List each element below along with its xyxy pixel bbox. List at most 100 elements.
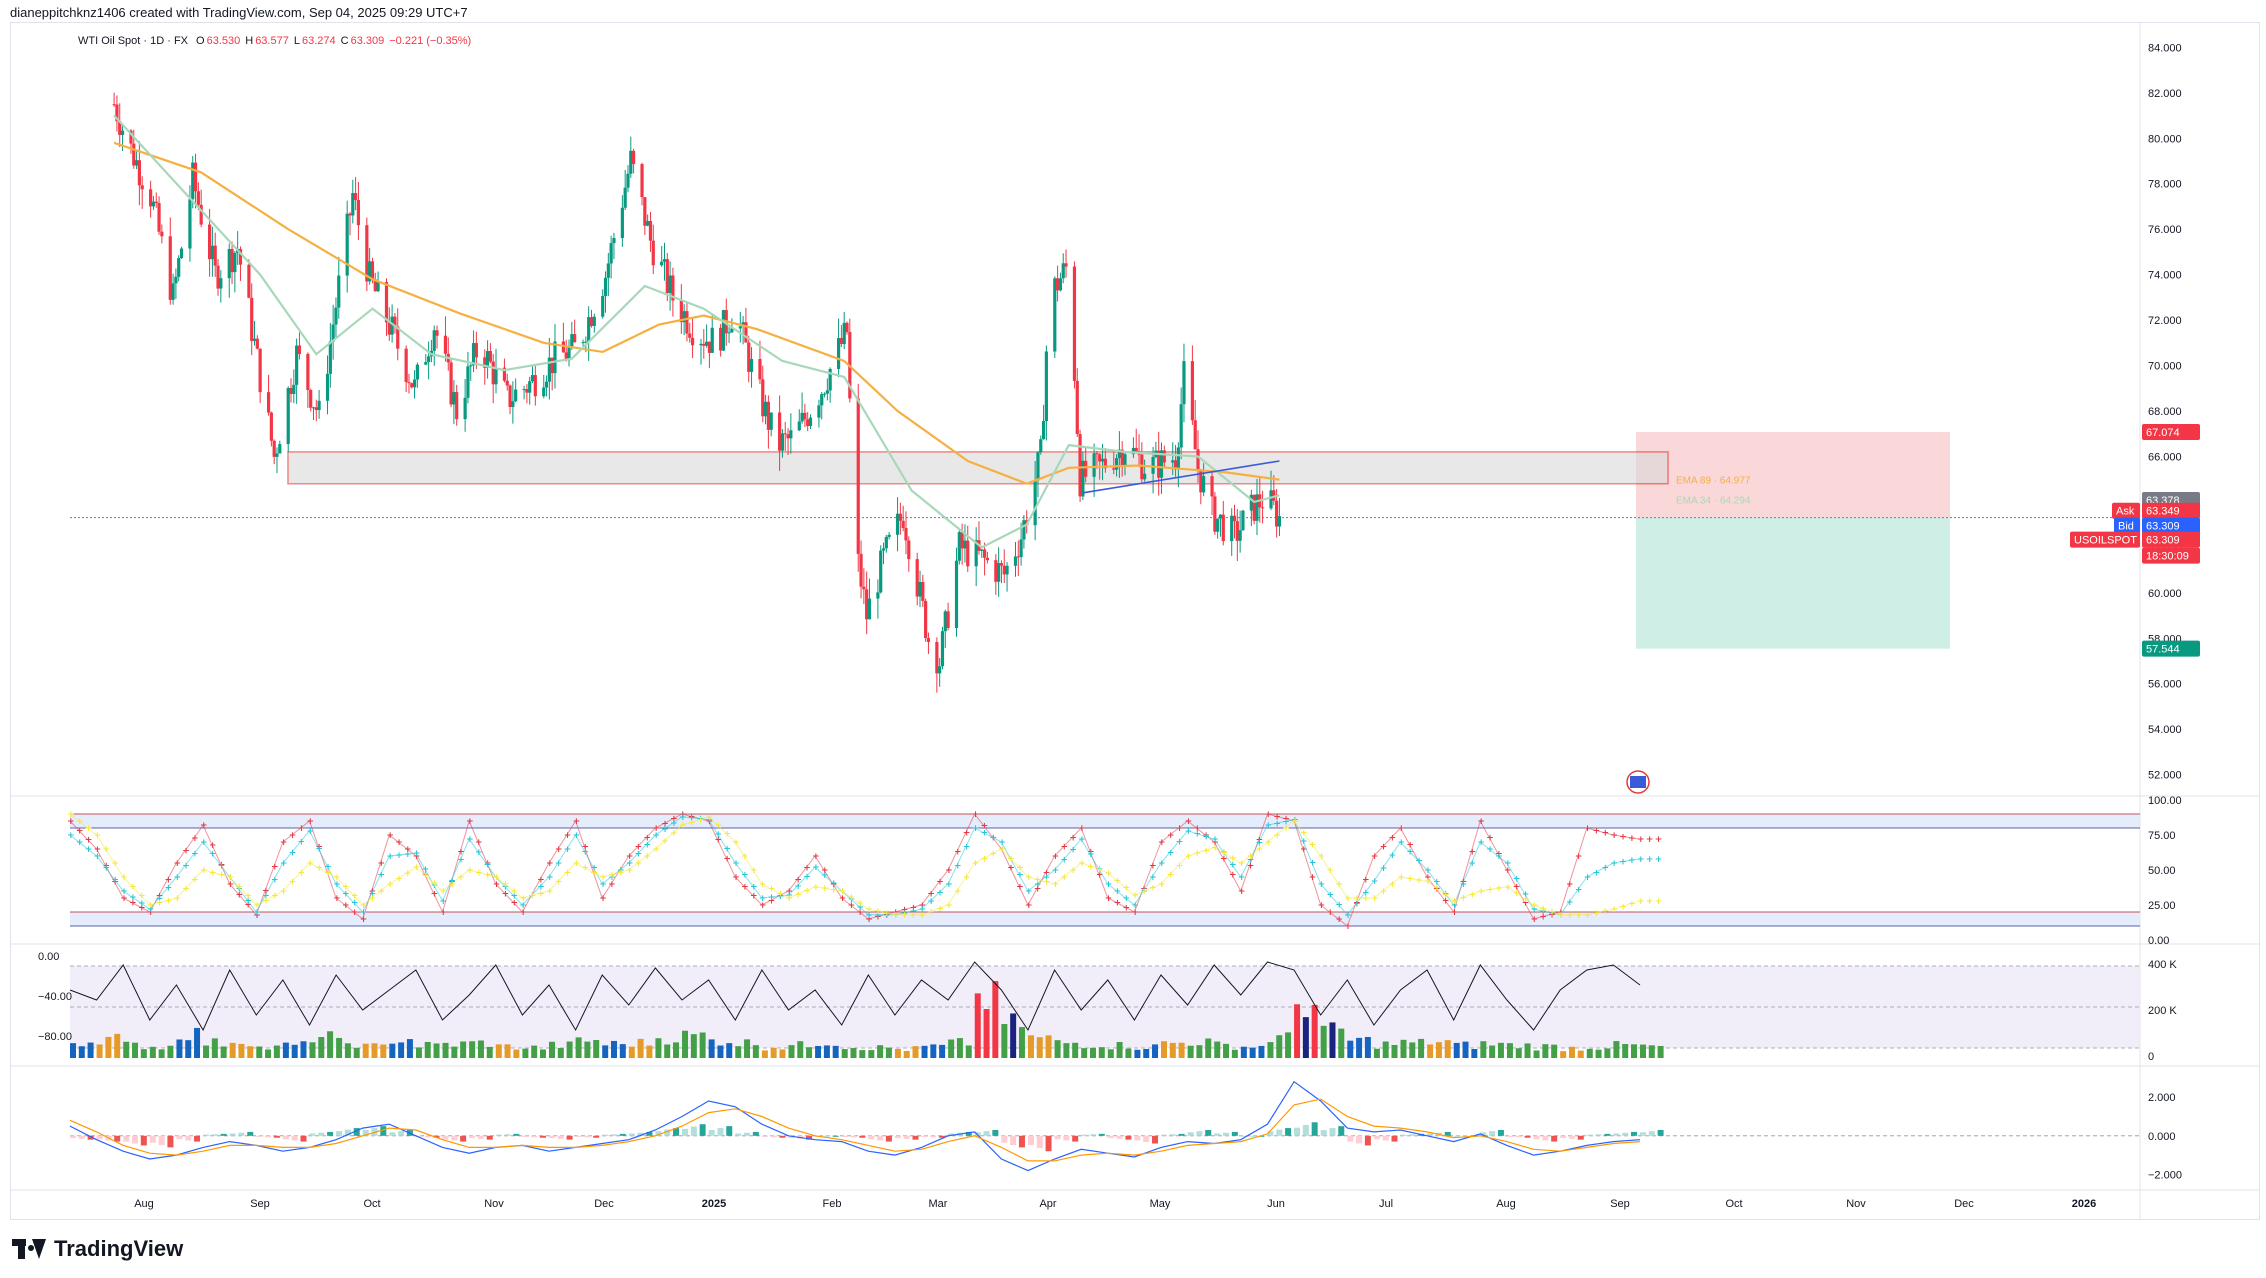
chart-canvas[interactable]: 84.000 82.000 80.000 78.000 76.000 74.000 72.0… xyxy=(0,0,2266,1230)
volume-left-tick: −40.00 xyxy=(38,991,72,1003)
oscillator-marker: + xyxy=(466,866,474,876)
candle-body xyxy=(581,342,585,344)
current-price-badge-text: 63.309 xyxy=(2146,535,2180,547)
macd-histogram-bar xyxy=(273,1135,280,1138)
macd-histogram-bar xyxy=(353,1128,360,1136)
oscillator-marker: + xyxy=(1052,852,1060,862)
oscillator-marker: + xyxy=(919,905,927,915)
macd-histogram-bar xyxy=(265,1135,272,1138)
candle-body xyxy=(589,317,594,326)
oscillator-marker: + xyxy=(182,861,190,871)
oscillator-marker: + xyxy=(1060,843,1068,853)
macd-histogram-bar xyxy=(220,1133,227,1136)
volume-bar xyxy=(398,1042,405,1058)
oscillator-marker: + xyxy=(573,817,581,827)
candle-body xyxy=(140,185,144,190)
oscillator-marker: + xyxy=(590,864,598,874)
ohlc-change: −0.221 (−0.35%) xyxy=(389,35,471,47)
macd-histogram-bar xyxy=(548,1135,555,1139)
oscillator-marker: + xyxy=(1007,854,1015,864)
candle-body xyxy=(974,540,978,567)
price-tick-label: 54.000 xyxy=(2148,724,2182,736)
macd-histogram-bar xyxy=(1586,1134,1593,1136)
macd-histogram-bar xyxy=(1311,1122,1318,1136)
volume-bar xyxy=(1329,1022,1336,1058)
candle-body xyxy=(895,513,900,535)
candle-body xyxy=(230,248,234,273)
candle-body xyxy=(808,417,813,427)
oscillator-marker: + xyxy=(1486,845,1494,855)
oscillator-marker: + xyxy=(1495,884,1503,894)
oscillator-marker: + xyxy=(750,882,758,892)
oscillator-marker: + xyxy=(670,819,678,829)
stop-loss-zone xyxy=(1636,432,1950,518)
candle-body xyxy=(1173,460,1178,470)
tradingview-logo[interactable]: TradingView xyxy=(12,1236,183,1262)
oscillator-marker: + xyxy=(1238,859,1246,869)
oscillator-marker: + xyxy=(1202,832,1210,842)
volume-bar xyxy=(1036,1037,1043,1058)
candle-body xyxy=(806,419,810,427)
oscillator-marker: + xyxy=(803,873,811,883)
candle-body xyxy=(191,162,195,200)
macd-histogram-bar xyxy=(1329,1128,1336,1136)
volume-bar xyxy=(1010,1013,1017,1058)
price-tick-label: 76.000 xyxy=(2148,224,2182,236)
volume-bar xyxy=(539,1049,546,1058)
candle-body xyxy=(1230,515,1234,542)
candle-body xyxy=(836,338,841,369)
volume-bar xyxy=(415,1047,422,1058)
candle-body xyxy=(797,421,801,431)
oscillator-marker: + xyxy=(777,889,785,899)
macd-histogram-bar xyxy=(78,1135,85,1139)
volume-bar xyxy=(424,1041,431,1058)
oscillator-marker: + xyxy=(1131,901,1139,911)
oscillator-marker: + xyxy=(1069,833,1077,843)
candle-body xyxy=(1199,469,1203,493)
candle-body xyxy=(573,334,577,343)
oscillator-marker: + xyxy=(617,866,625,876)
macd-histogram-bar xyxy=(282,1135,289,1140)
candle-body xyxy=(859,553,863,587)
oscillator-marker: + xyxy=(856,908,864,918)
candle-body xyxy=(1058,278,1063,291)
volume-bar xyxy=(628,1046,635,1058)
candle-body xyxy=(1013,556,1018,566)
oscillator-marker: + xyxy=(475,838,483,848)
volume-bar xyxy=(282,1042,289,1058)
candle-body xyxy=(1036,452,1040,481)
candle-body xyxy=(1134,447,1138,452)
time-axis-label: Jun xyxy=(1267,1198,1285,1210)
oscillator-marker: + xyxy=(129,899,137,909)
oscillator-marker: + xyxy=(306,827,314,837)
oscillator-marker: + xyxy=(289,848,297,858)
oscillator-marker: + xyxy=(617,866,625,876)
oscillator-marker: + xyxy=(599,880,607,890)
oscillator-marker: + xyxy=(1193,830,1201,840)
candle-body xyxy=(354,193,358,200)
oscillator-marker: + xyxy=(1433,878,1441,888)
macd-histogram-bar xyxy=(451,1135,458,1141)
candle-body xyxy=(1131,447,1136,455)
macd-tick-label: −2.000 xyxy=(2148,1169,2182,1181)
oscillator-marker: + xyxy=(812,883,820,893)
candle-body xyxy=(721,310,726,351)
volume-bar xyxy=(1205,1038,1212,1058)
volume-bar xyxy=(1542,1044,1549,1058)
macd-histogram-bar xyxy=(229,1133,236,1136)
oscillator-marker: + xyxy=(1539,904,1547,914)
time-axis-label: 2026 xyxy=(2072,1198,2096,1210)
volume-bar xyxy=(406,1039,413,1058)
candle-body xyxy=(702,343,706,346)
candle-body xyxy=(356,199,361,226)
macd-histogram-bar xyxy=(1178,1133,1185,1136)
oscillator-marker: + xyxy=(1034,880,1042,890)
oscillator-marker: + xyxy=(1193,849,1201,859)
oscillator-marker: + xyxy=(386,831,394,841)
oscillator-marker: + xyxy=(972,824,980,834)
ema89-label: EMA 89 · 64.977 xyxy=(1676,476,1751,487)
oscillator-marker: + xyxy=(342,889,350,899)
oscillator-marker: + xyxy=(138,903,146,913)
oscillator-marker: + xyxy=(191,850,199,860)
candle-body xyxy=(1249,494,1253,511)
